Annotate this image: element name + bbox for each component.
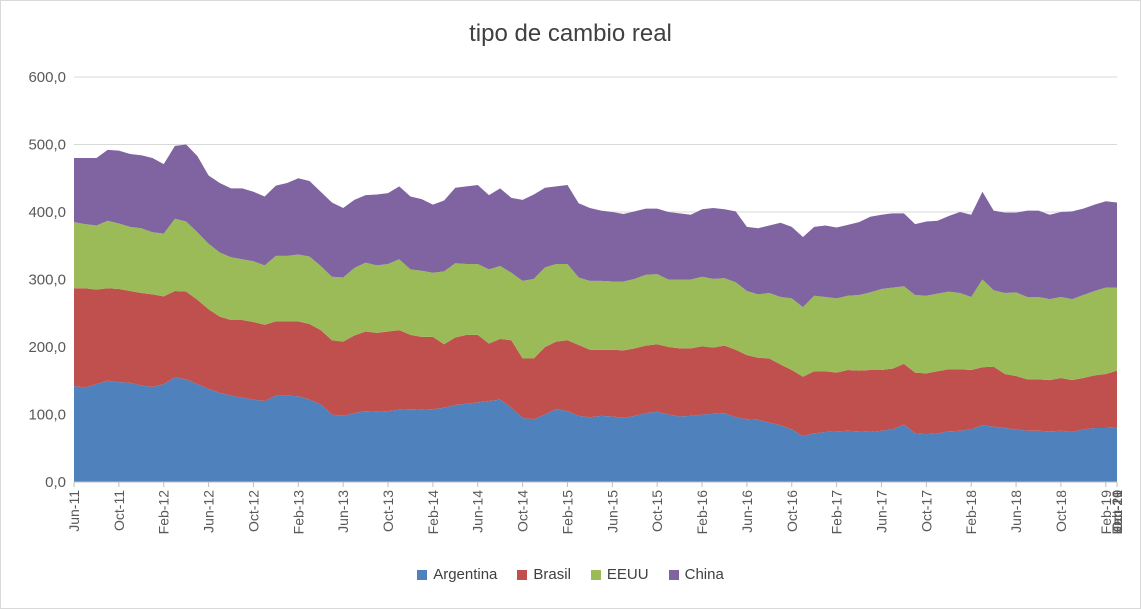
y-tick-label: 600,0 [28, 69, 66, 86]
legend-item-eeuu: EEUU [590, 566, 649, 583]
y-tick-label: 500,0 [28, 137, 66, 154]
x-tick-label: Feb-14 [425, 490, 441, 535]
y-tick-label: 400,0 [28, 204, 66, 221]
x-tick-label: Oct-13 [380, 490, 396, 532]
x-tick-label: Jun-11 [66, 490, 82, 532]
legend-label: China [684, 566, 724, 583]
x-tick-label: Feb-15 [559, 490, 575, 535]
legend-label: Brasil [533, 566, 571, 583]
x-tick-label: Feb-18 [963, 490, 979, 535]
x-tick-label: Feb-20 [1109, 490, 1125, 535]
area-series-eeuu [74, 218, 1117, 381]
y-tick-label: 200,0 [28, 339, 66, 356]
x-tick-label: Oct-11 [111, 490, 127, 531]
y-tick-label: 300,0 [28, 272, 66, 289]
x-tick-label: Oct-18 [1053, 490, 1069, 532]
x-tick-label: Jun-13 [335, 490, 351, 533]
x-tick-label: Jun-18 [1008, 490, 1024, 533]
legend: Argentina Brasil EEUU China [0, 566, 1141, 583]
x-tick-label: Oct-17 [918, 490, 934, 532]
legend-swatch [417, 569, 428, 580]
legend-item-brasil: Brasil [517, 566, 571, 583]
x-tick-label: Oct-14 [515, 490, 531, 532]
legend-label: EEUU [606, 566, 649, 583]
x-tick-label: Oct-20 [1109, 490, 1125, 532]
x-tick-label: Oct-16 [784, 490, 800, 532]
x-tick-label: Jun-19 [1109, 490, 1125, 533]
area-series-argentina [74, 377, 1117, 482]
x-tick-label: Feb-21 [1109, 490, 1125, 535]
legend-swatch [668, 569, 679, 580]
x-tick-label: Feb-19 [1098, 490, 1114, 535]
x-tick-label: Oct-19 [1109, 490, 1125, 532]
x-tick-label: Jun-17 [873, 490, 889, 533]
legend-label: Argentina [433, 566, 498, 583]
area-series-china [74, 144, 1117, 308]
x-tick-label: Jun-15 [604, 490, 620, 533]
x-tick-label: Feb-12 [156, 490, 172, 535]
chart-title: tipo de cambio real [469, 20, 672, 47]
legend-item-argentina: Argentina [417, 566, 497, 583]
legend-swatch [590, 569, 601, 580]
x-tick-label: Feb-16 [694, 490, 710, 535]
y-tick-label: 100,0 [28, 407, 66, 424]
area-series-brasil [74, 288, 1117, 437]
x-tick-label: Jun-12 [201, 490, 217, 533]
x-tick-label: Jun-14 [470, 490, 486, 533]
y-tick-label: 0,0 [45, 474, 66, 491]
x-tick-label: Oct-15 [649, 490, 665, 532]
x-tick-label: Jun-21 [1109, 490, 1125, 533]
x-tick-label: Feb-13 [290, 490, 306, 535]
legend-item-china: China [668, 566, 724, 583]
x-tick-label: Jun-20 [1109, 490, 1125, 533]
x-tick-label: Jun-16 [739, 490, 755, 533]
legend-swatch [517, 569, 528, 580]
x-tick-label: Oct-12 [245, 490, 261, 532]
x-tick-label: Feb-17 [829, 490, 845, 535]
